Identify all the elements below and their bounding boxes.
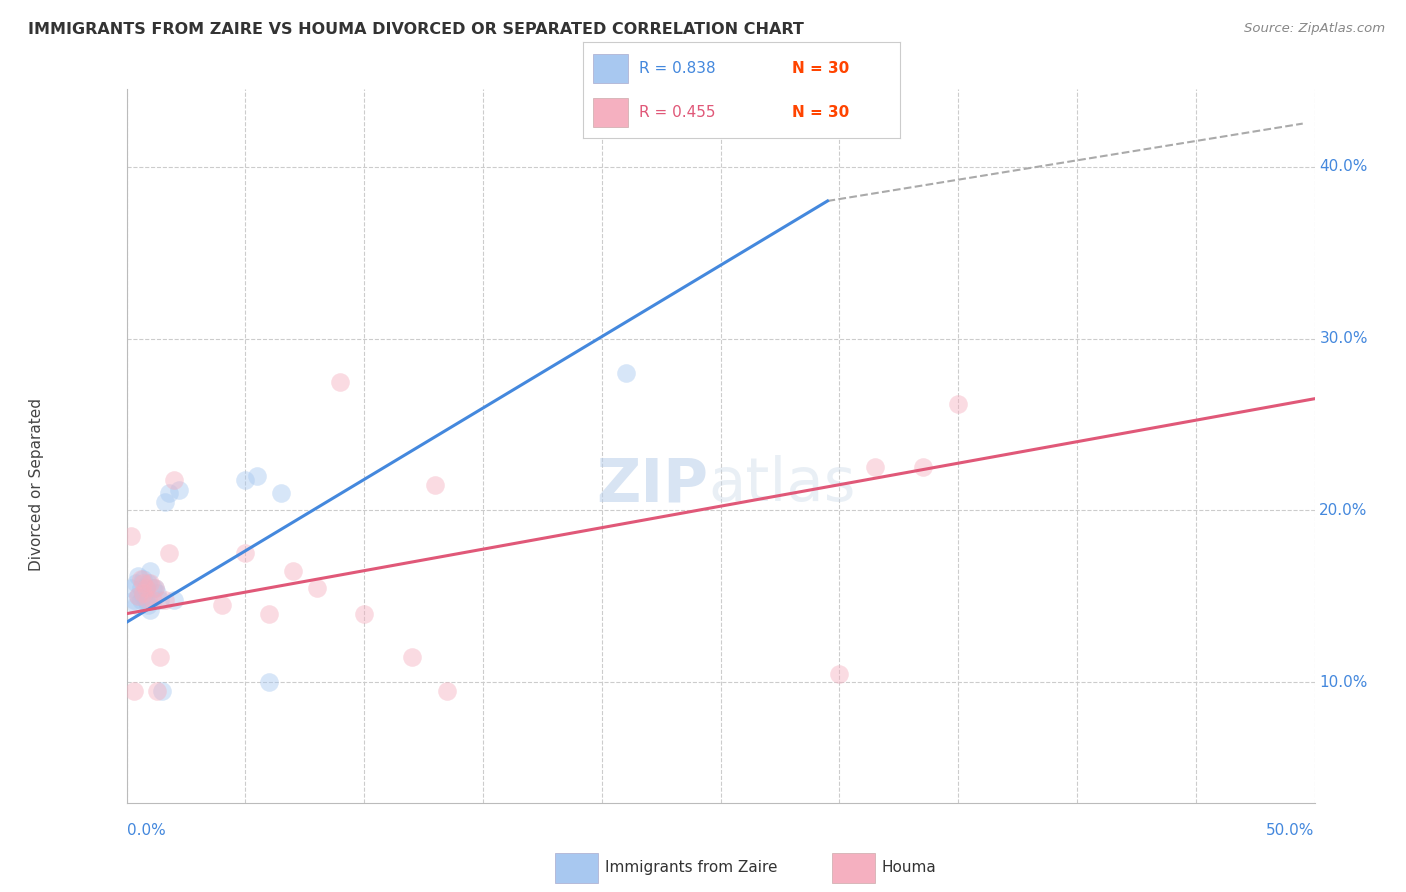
Point: [122, 593, 145, 607]
Point: [270, 486, 292, 500]
Text: R = 0.838: R = 0.838: [638, 62, 716, 77]
Point: [828, 666, 851, 681]
Point: [211, 598, 233, 612]
Point: [132, 572, 155, 586]
Point: [146, 684, 169, 698]
Point: [153, 495, 176, 509]
Point: [129, 593, 152, 607]
Bar: [593, 98, 627, 127]
Point: [129, 572, 152, 586]
Point: [127, 590, 149, 604]
Point: [257, 607, 280, 621]
Point: [863, 460, 886, 475]
Point: [136, 598, 159, 612]
Point: [157, 486, 180, 500]
Point: [122, 684, 145, 698]
Text: 30.0%: 30.0%: [1319, 331, 1368, 346]
Point: [149, 649, 172, 664]
Text: R = 0.455: R = 0.455: [638, 104, 716, 120]
Text: Houma: Houma: [882, 860, 936, 874]
Point: [127, 590, 149, 604]
Point: [125, 575, 148, 590]
Point: [143, 581, 166, 595]
Point: [143, 581, 166, 595]
Text: 40.0%: 40.0%: [1319, 159, 1368, 174]
Point: [246, 469, 269, 483]
Point: [149, 593, 172, 607]
Point: [132, 575, 155, 590]
Point: [120, 581, 142, 595]
Point: [132, 586, 155, 600]
Point: [146, 586, 169, 600]
Point: [163, 473, 186, 487]
Text: 0.0%: 0.0%: [127, 823, 166, 838]
Point: [233, 546, 256, 560]
Point: [167, 483, 190, 497]
Point: [353, 607, 375, 621]
Point: [139, 575, 162, 590]
Point: [136, 593, 159, 607]
Point: [125, 598, 148, 612]
Point: [153, 593, 176, 607]
Text: 50.0%: 50.0%: [1267, 823, 1315, 838]
Text: Source: ZipAtlas.com: Source: ZipAtlas.com: [1244, 22, 1385, 36]
Point: [136, 575, 159, 590]
Point: [135, 593, 157, 607]
Point: [132, 590, 155, 604]
Point: [129, 581, 152, 595]
Text: ZIP: ZIP: [596, 455, 709, 514]
Point: [614, 366, 637, 380]
Point: [281, 564, 304, 578]
Point: [127, 569, 149, 583]
Text: 20.0%: 20.0%: [1319, 503, 1368, 518]
Point: [436, 684, 458, 698]
Text: Immigrants from Zaire: Immigrants from Zaire: [605, 860, 778, 874]
Text: atlas: atlas: [709, 455, 856, 514]
Point: [401, 649, 423, 664]
Point: [329, 375, 352, 389]
Point: [305, 581, 328, 595]
Point: [142, 593, 165, 607]
Point: [150, 684, 173, 698]
Point: [257, 675, 280, 690]
Point: [139, 603, 162, 617]
Point: [425, 477, 447, 491]
Point: [142, 581, 165, 595]
Point: [135, 581, 157, 595]
Point: [163, 593, 186, 607]
Text: 10.0%: 10.0%: [1319, 675, 1368, 690]
Point: [135, 581, 157, 595]
Point: [157, 546, 180, 560]
Point: [911, 460, 934, 475]
Point: [946, 397, 969, 411]
Text: IMMIGRANTS FROM ZAIRE VS HOUMA DIVORCED OR SEPARATED CORRELATION CHART: IMMIGRANTS FROM ZAIRE VS HOUMA DIVORCED …: [28, 22, 804, 37]
Point: [120, 529, 142, 543]
Text: N = 30: N = 30: [793, 104, 849, 120]
Text: N = 30: N = 30: [793, 62, 849, 77]
Bar: [593, 54, 627, 83]
Point: [139, 564, 162, 578]
Text: Divorced or Separated: Divorced or Separated: [28, 398, 44, 571]
Point: [233, 473, 256, 487]
